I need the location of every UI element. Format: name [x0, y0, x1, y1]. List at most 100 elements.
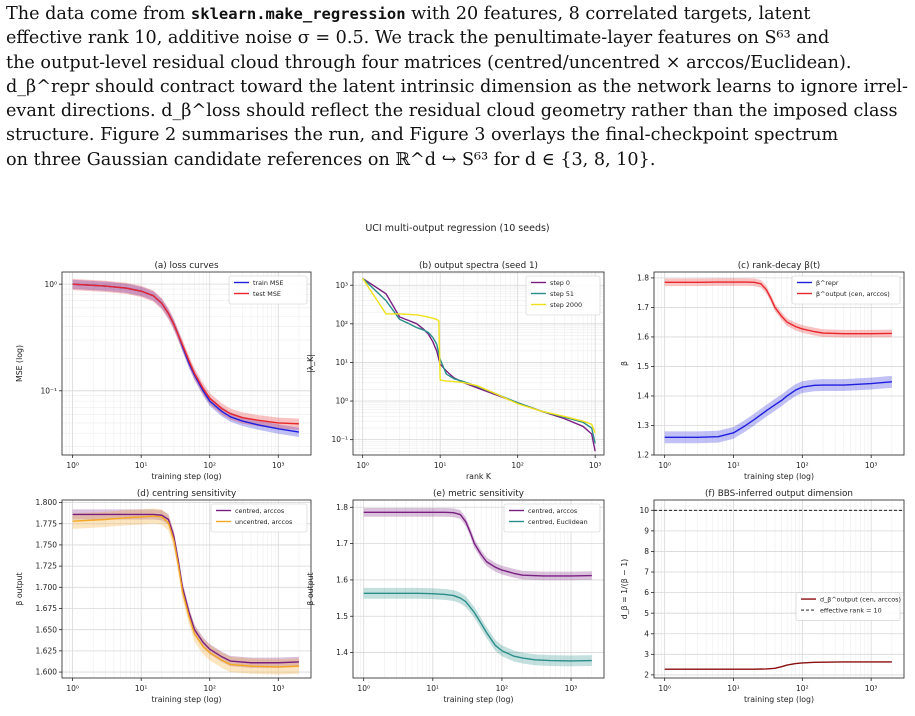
plot-area: [72, 278, 300, 437]
legend-label: centred, arccos: [528, 507, 578, 515]
y-tick-label: 8: [644, 547, 649, 556]
x-axis-label: training step (log): [444, 695, 514, 704]
plot-frame: [352, 499, 605, 679]
legend: centred, arccos centred, Euclidean: [503, 503, 601, 533]
y-tick-label: 1.5: [637, 362, 649, 371]
paragraph-line-1: The data come from sklearn.make_regressi…: [6, 4, 811, 24]
legend-box: [503, 503, 601, 533]
series-line-2: [664, 281, 892, 335]
series-line-2: [72, 515, 299, 668]
series-line-2: [363, 592, 592, 662]
x-tick-label: 10²: [796, 684, 809, 693]
y-tick-label: 1.5: [336, 612, 348, 621]
chart-panel-5: 10⁰ 10¹ 10² 10³ 1.4 1.5 1.6 1.7 1.8 (e) metric se…: [306, 489, 605, 704]
plot-area: [664, 278, 892, 444]
y-tick-label: 2: [644, 671, 649, 680]
plot-frame: [352, 271, 605, 456]
legend: train MSE test MSE: [228, 275, 308, 305]
legend-label: step 51: [550, 290, 574, 298]
x-tick-label: 10²: [203, 684, 216, 693]
y-tick-label: 1.750: [36, 541, 58, 550]
series-band-2: [664, 278, 892, 338]
y-tick-label: 1.8: [336, 503, 348, 512]
y-tick-label: 1.625: [36, 646, 58, 655]
y-tick-label: 1.700: [36, 583, 58, 592]
y-tick-label: 1.7: [336, 539, 348, 548]
y-tick-label: 1.3: [637, 421, 649, 430]
y-axis-label: |λ_K|: [306, 354, 315, 373]
x-tick-label: 10¹: [727, 684, 740, 693]
y-tick-label: 3: [644, 650, 649, 659]
x-tick-label: 10⁰: [658, 684, 671, 693]
legend-label: β^repr: [816, 279, 839, 287]
y-tick-label: 1.7: [637, 303, 649, 312]
x-tick-label: 10⁰: [658, 461, 671, 470]
body-paragraph: The data come from sklearn.make_regressi…: [6, 2, 908, 172]
chart-panel-6: 10⁰ 10¹ 10² 10³ 2 3 4 5 6 7 8 9 10 (f) BBS-inferred o…: [620, 489, 905, 704]
y-axis-label: β: [620, 361, 629, 366]
chart-panel-2: 10⁰ 10¹ 10² 10³ 10⁻¹ 10⁰ 10¹ 10² 10³ (b) output s…: [306, 261, 605, 481]
panel-title: (e) metric sensitivity: [433, 489, 524, 499]
legend-label: effective rank = 10: [820, 607, 882, 615]
series-band-1: [72, 279, 299, 437]
y-axis-label: β output: [15, 572, 24, 605]
x-axis-label: training step (log): [744, 472, 814, 481]
y-tick-label: 6: [644, 588, 649, 597]
y-tick-label: 5: [644, 609, 649, 618]
y-tick-label: 10⁻¹: [40, 386, 57, 395]
plot-area: [72, 508, 299, 675]
legend: centred, arccos uncentred, arccos: [210, 503, 308, 533]
y-tick-label: 1.8: [637, 274, 649, 283]
legend-label: uncentred, arccos: [235, 518, 293, 526]
chart-panel-4: 10⁰ 10¹ 10² 10³ 1.600 1.625 1.650 1.675 1.700 1.7…: [15, 489, 312, 704]
y-tick-label: 10²: [335, 319, 348, 328]
y-tick-label: 10⁰: [335, 397, 348, 406]
chart-panel-3: 10⁰ 10¹ 10² 10³ 1.2 1.3 1.4 1.5 1.6 1.7 1.8 (c) ran…: [620, 261, 905, 481]
series-line-1: [362, 277, 596, 452]
panel-title: (f) BBS-inferred output dimension: [705, 489, 853, 499]
legend-label: step 2000: [550, 301, 582, 309]
plot-frame: [653, 271, 905, 456]
paragraph-line-5: evant directions. d_β^loss should reflec…: [6, 101, 898, 122]
legend-label: centred, Euclidean: [528, 518, 588, 526]
x-tick-label: 10¹: [135, 684, 148, 693]
x-axis-label: training step (log): [152, 472, 222, 481]
y-tick-label: 1.6: [336, 576, 348, 585]
x-axis-label: training step (log): [152, 695, 222, 704]
legend-label: test MSE: [253, 290, 281, 298]
x-tick-label: 10³: [272, 461, 285, 470]
legend-box: [791, 275, 901, 305]
y-tick-label: 9: [644, 526, 649, 535]
plot-frame: [653, 499, 905, 679]
panel-title: (a) loss curves: [154, 261, 218, 271]
series-band-1: [664, 661, 892, 670]
paragraph-line-4: d_β^repr should contract toward the late…: [6, 76, 908, 97]
series-band-1: [363, 507, 592, 581]
x-tick-label: 10³: [565, 684, 578, 693]
legend: d_β^output (cen, arccos) effective rank =…: [795, 592, 901, 621]
x-tick-label: 10⁰: [66, 461, 79, 470]
legend: β^repr β^output (cen, arccos): [791, 275, 901, 305]
legend-box: [795, 592, 901, 621]
paragraph-line-7: on three Gaussian candidate references o…: [6, 149, 656, 170]
y-tick-label: 10³: [335, 281, 348, 290]
y-tick-label: 1.600: [36, 668, 58, 677]
y-tick-label: 10⁻¹: [331, 435, 348, 444]
major-grid: [62, 500, 311, 678]
x-tick-label: 10²: [496, 684, 509, 693]
y-tick-label: 4: [644, 629, 649, 638]
paragraph-line-3: the output-level residual cloud through …: [6, 52, 852, 73]
x-tick-label: 10¹: [727, 461, 740, 470]
x-tick-label: 10³: [272, 684, 285, 693]
legend-label: d_β^output (cen, arccos): [820, 596, 901, 604]
x-axis-label: training step (log): [744, 695, 814, 704]
y-tick-label: 1.775: [36, 519, 58, 528]
x-tick-label: 10²: [796, 461, 809, 470]
series-line-2: [72, 283, 299, 425]
x-axis-label: rank K: [466, 472, 492, 481]
series-band-2: [72, 508, 299, 675]
code-sklearn: sklearn.make_regression: [190, 5, 406, 23]
y-axis-label: β output: [306, 572, 315, 605]
y-tick-label: 1.800: [36, 498, 58, 507]
